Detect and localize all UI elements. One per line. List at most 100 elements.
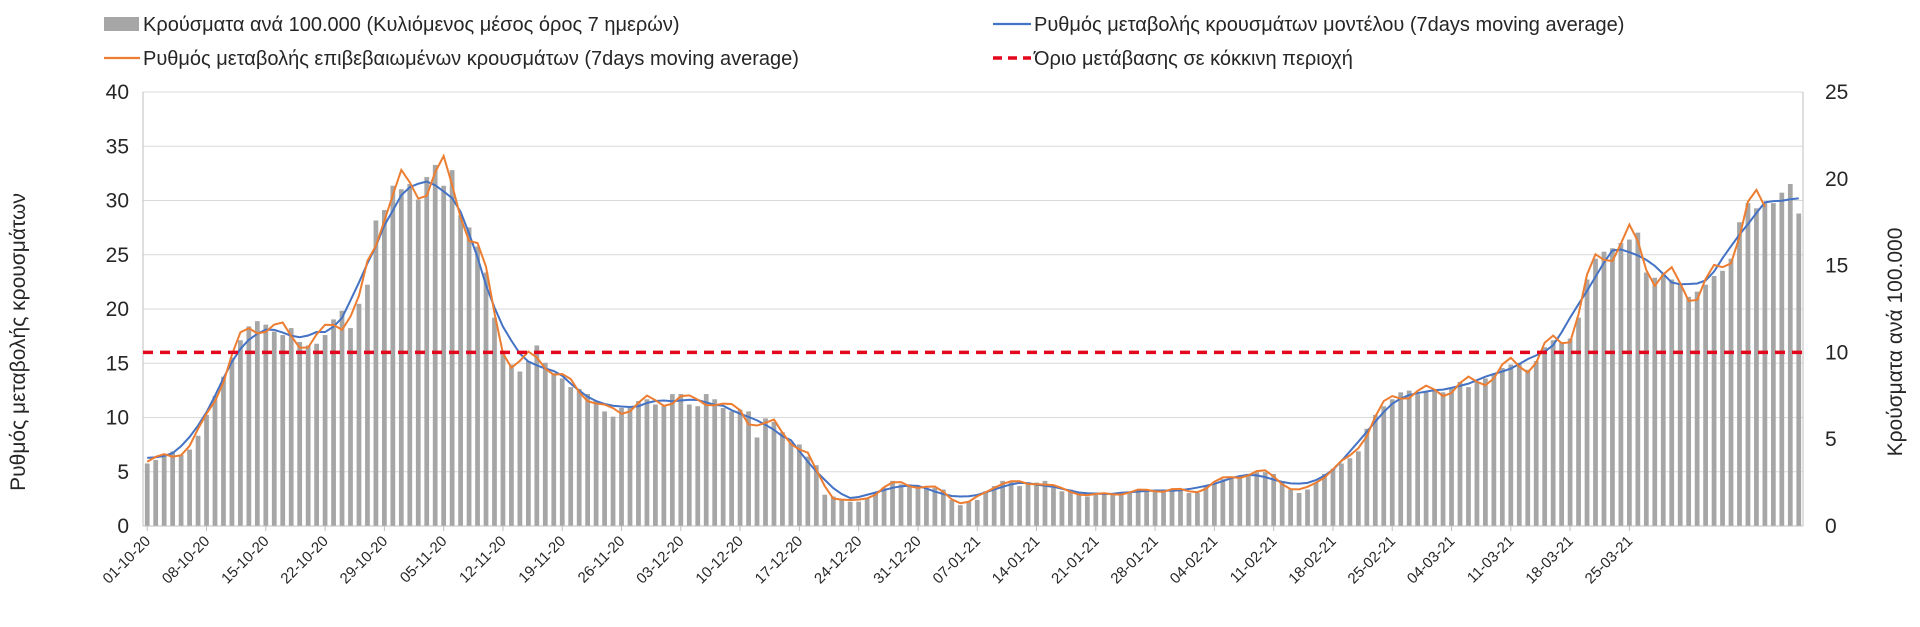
bar — [720, 407, 726, 526]
bar — [492, 317, 497, 526]
bar — [382, 210, 387, 526]
bar — [1737, 222, 1742, 526]
bar — [1533, 361, 1539, 526]
bar — [407, 184, 413, 526]
bar — [1364, 428, 1370, 526]
bar — [1372, 414, 1378, 526]
bar — [1144, 489, 1149, 526]
bar — [1787, 184, 1793, 526]
bar — [797, 444, 802, 526]
bar — [1423, 392, 1429, 526]
bar — [1635, 232, 1641, 526]
bar — [686, 404, 692, 526]
bar — [1466, 387, 1471, 526]
bar — [1601, 251, 1607, 526]
y2-tick-label: 5 — [1825, 428, 1837, 451]
bar — [847, 501, 853, 526]
bar — [1178, 489, 1183, 526]
bar — [1381, 406, 1387, 526]
bar — [509, 364, 514, 526]
bar — [254, 321, 260, 526]
bar — [432, 164, 438, 527]
bar — [356, 303, 362, 526]
bar — [915, 486, 921, 526]
bar — [1584, 279, 1590, 526]
bar — [458, 215, 463, 527]
bar — [1262, 472, 1268, 526]
bar — [813, 465, 819, 526]
y-tick-label: 15 — [106, 352, 129, 375]
bar — [1398, 392, 1404, 526]
bar — [339, 310, 345, 526]
bar — [856, 501, 862, 526]
bar — [229, 357, 235, 526]
legend-label-model: Ρυθμός μεταβολής κρουσμάτων μοντέλου (7d… — [1034, 14, 1624, 36]
bar — [525, 361, 531, 526]
bar — [991, 486, 997, 526]
bar — [280, 335, 286, 526]
bar — [1203, 486, 1209, 526]
bar — [1694, 291, 1700, 526]
bar — [1347, 458, 1353, 526]
legend-label-confirmed: Ρυθμός μεταβολής επιβεβαιωμένων κρουσμάτ… — [143, 48, 799, 70]
bar — [1034, 482, 1039, 526]
legend-swatch-bars — [104, 17, 139, 31]
bar — [1499, 368, 1505, 526]
bar — [1355, 451, 1361, 526]
bar — [1610, 248, 1615, 527]
bar — [924, 487, 929, 526]
bar — [542, 362, 548, 526]
y-tick-label: 10 — [106, 407, 129, 430]
bar — [619, 407, 624, 526]
bar — [1254, 472, 1260, 526]
bar — [1389, 399, 1395, 526]
bar — [983, 491, 989, 526]
bar — [1084, 496, 1090, 526]
bar — [1550, 340, 1556, 526]
bar — [1093, 494, 1099, 526]
bar — [559, 378, 565, 526]
bar — [568, 387, 574, 526]
bar — [1745, 203, 1751, 526]
bar — [1042, 480, 1048, 526]
bar — [746, 411, 751, 526]
bars-layer — [144, 164, 1802, 527]
bar — [1432, 390, 1437, 526]
bar — [1305, 489, 1310, 526]
bar — [822, 494, 828, 526]
bar — [1483, 378, 1488, 526]
bar — [1220, 479, 1226, 526]
bar — [669, 394, 675, 526]
y-axis-title: Ρυθμός μεταβολής κρουσμάτων — [7, 193, 30, 491]
bar — [263, 324, 269, 526]
bar — [441, 185, 447, 526]
bar — [534, 345, 540, 526]
bar — [1440, 392, 1446, 526]
bar — [1169, 489, 1175, 526]
bar — [1593, 258, 1598, 526]
bar — [729, 411, 734, 526]
bar — [1660, 274, 1666, 526]
bar — [576, 388, 582, 526]
bar — [1152, 491, 1158, 526]
bar — [551, 373, 557, 526]
bar — [348, 328, 353, 526]
bar — [695, 406, 701, 526]
bar — [1135, 491, 1141, 526]
bar — [161, 456, 167, 526]
bar — [1542, 347, 1548, 526]
bar — [153, 460, 159, 526]
bar — [957, 505, 963, 526]
model-series-line — [147, 180, 1799, 500]
bar — [1779, 192, 1785, 527]
bar — [1559, 341, 1564, 526]
bar — [1415, 394, 1421, 526]
bar — [754, 437, 760, 526]
y-tick-label: 20 — [106, 298, 129, 321]
bar — [737, 409, 743, 526]
bar — [873, 493, 878, 526]
bar — [780, 432, 785, 526]
bar — [627, 407, 633, 526]
bar — [297, 341, 303, 526]
bar — [1279, 482, 1285, 526]
